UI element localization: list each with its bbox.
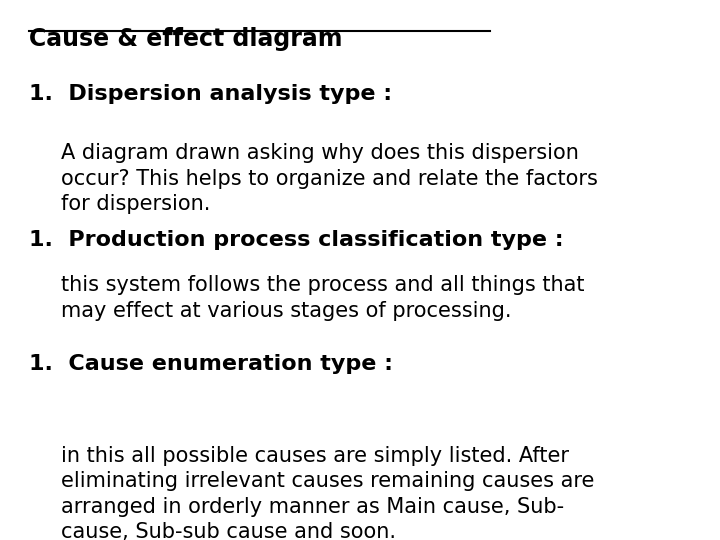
Text: 1.  Dispersion analysis type :: 1. Dispersion analysis type : <box>29 84 392 104</box>
Text: this system follows the process and all things that
may effect at various stages: this system follows the process and all … <box>61 275 585 321</box>
Text: 1.  Production process classification type :: 1. Production process classification typ… <box>29 230 564 249</box>
Text: in this all possible causes are simply listed. After
eliminating irrelevant caus: in this all possible causes are simply l… <box>61 446 595 540</box>
Text: A diagram drawn asking why does this dispersion
occur? This helps to organize an: A diagram drawn asking why does this dis… <box>61 143 598 214</box>
Text: 1.  Cause enumeration type :: 1. Cause enumeration type : <box>29 354 393 374</box>
Text: Cause & effect diagram: Cause & effect diagram <box>29 27 342 51</box>
